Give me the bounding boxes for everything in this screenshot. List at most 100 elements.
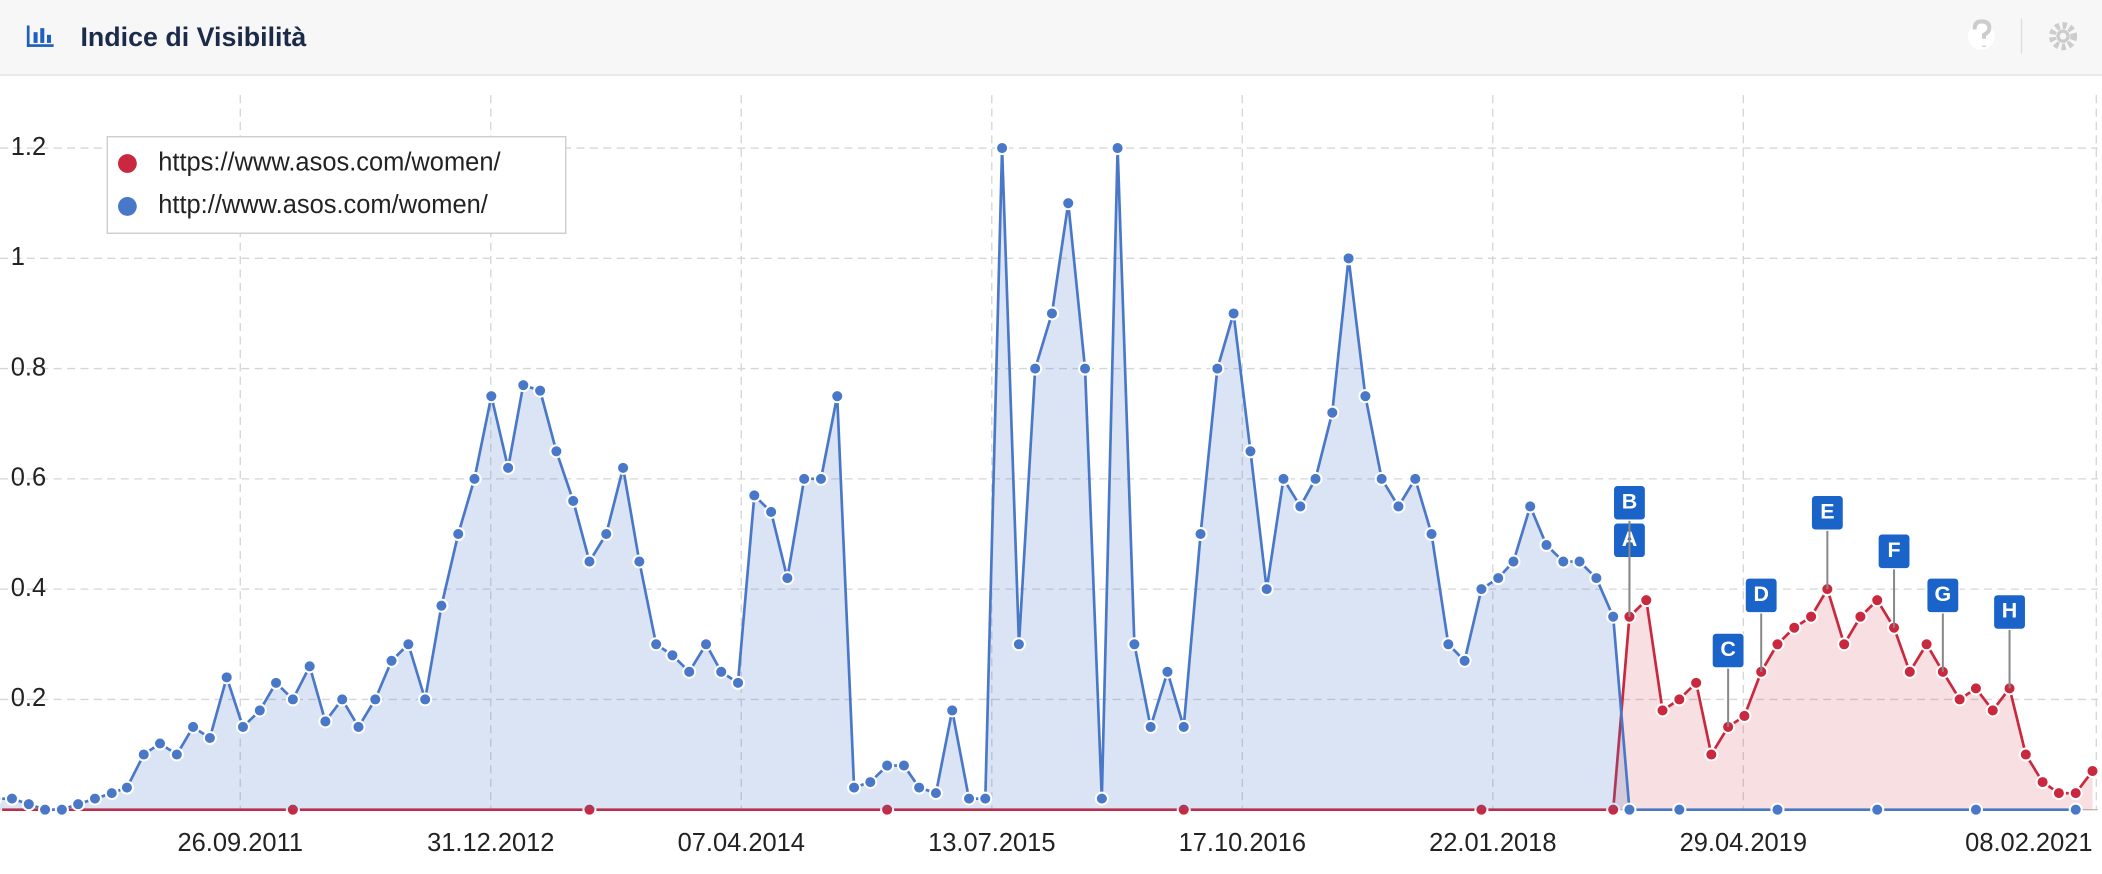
data-point: [1639, 593, 1654, 608]
data-point: [1325, 405, 1340, 420]
x-tick-label: 31.12.2012: [427, 829, 554, 857]
data-point: [1011, 637, 1026, 652]
data-point: [1193, 526, 1208, 542]
data-point: [1770, 637, 1785, 652]
legend: https://www.asos.com/women/http://www.as…: [106, 136, 567, 234]
data-point: [285, 692, 300, 707]
event-label: F: [1887, 538, 1900, 562]
data-point: [880, 802, 895, 817]
settings-icon[interactable]: [2048, 22, 2078, 51]
x-tick-label: 22.01.2018: [1429, 829, 1556, 857]
x-tick-label: 07.04.2014: [678, 829, 805, 857]
data-point: [747, 488, 762, 503]
event-marker[interactable]: C: [1711, 632, 1745, 727]
data-point: [1259, 582, 1274, 597]
data-point: [335, 692, 350, 707]
event-label: C: [1720, 637, 1735, 661]
data-point: [501, 460, 516, 475]
data-point: [649, 637, 664, 652]
data-point: [1655, 703, 1670, 718]
x-tick-label: 13.07.2015: [928, 829, 1055, 857]
y-tick-label: 0.4: [11, 574, 46, 602]
event-marker[interactable]: H: [1992, 593, 2027, 689]
data-point: [549, 444, 564, 459]
data-point: [1968, 681, 1983, 696]
data-point: [1160, 664, 1175, 679]
event-marker[interactable]: E: [1810, 494, 1845, 590]
data-point: [1176, 719, 1191, 734]
data-point: [2035, 775, 2050, 790]
data-point: [928, 786, 943, 801]
data-point: [1919, 637, 1934, 652]
data-point: [1276, 471, 1291, 486]
data-point: [1985, 703, 2000, 718]
data-point: [1243, 444, 1258, 459]
event-marker[interactable]: B: [1612, 484, 1647, 617]
data-point: [978, 791, 993, 806]
event-marker[interactable]: D: [1744, 577, 1778, 672]
data-point: [912, 780, 927, 795]
event-badge: [1612, 484, 1647, 521]
data-point: [1474, 802, 1489, 817]
data-point: [1787, 620, 1802, 635]
help-icon[interactable]: [1967, 19, 1995, 50]
data-point: [632, 554, 647, 569]
chart-icon: [26, 25, 54, 47]
event-label: B: [1622, 489, 1637, 513]
data-point: [1589, 571, 1604, 586]
data-point: [1044, 306, 1060, 321]
data-point: [1408, 471, 1423, 486]
data-point: [1689, 675, 1704, 690]
data-point: [1474, 582, 1489, 597]
event-marker[interactable]: F: [1877, 533, 1911, 628]
data-point: [1491, 571, 1506, 586]
y-tick-label: 0.6: [11, 464, 46, 492]
data-point: [1902, 664, 1917, 679]
data-point: [54, 802, 69, 817]
data-point: [104, 786, 119, 801]
x-tick-label: 26.09.2011: [178, 829, 304, 857]
data-point: [582, 554, 597, 569]
data-point: [38, 802, 53, 817]
data-point: [467, 471, 482, 486]
data-point: [235, 719, 251, 734]
data-point: [1308, 471, 1323, 486]
data-point: [1622, 802, 1637, 817]
data-point: [1539, 537, 1554, 553]
data-point: [880, 758, 895, 773]
event-label: G: [1935, 582, 1952, 606]
data-point: [1737, 708, 1752, 723]
data-point: [269, 675, 284, 690]
event-marker[interactable]: G: [1926, 577, 1960, 672]
data-point: [368, 692, 383, 707]
data-point: [285, 802, 300, 817]
data-point: [1358, 389, 1373, 404]
data-point: [830, 389, 845, 404]
data-point: [418, 692, 433, 707]
data-point: [1293, 499, 1308, 514]
data-point: [152, 736, 168, 751]
data-point: [87, 791, 102, 806]
data-point: [2068, 802, 2083, 817]
data-point: [202, 730, 217, 746]
data-point: [1672, 692, 1687, 707]
event-badge: [1992, 593, 2027, 631]
data-point: [961, 791, 977, 806]
data-point: [1506, 554, 1521, 569]
data-point: [1094, 791, 1109, 806]
data-point: [1061, 196, 1076, 211]
event-label: H: [2002, 599, 2017, 623]
data-point: [599, 526, 614, 542]
x-tick-label: 29.04.2019: [1680, 829, 1807, 857]
data-point: [0, 804, 3, 815]
data-point: [384, 653, 399, 668]
event-badge: [1810, 494, 1845, 531]
data-point: [764, 504, 779, 519]
legend-label: https://www.asos.com/women/: [158, 148, 501, 176]
data-point: [698, 637, 714, 652]
y-tick-label: 0.2: [11, 684, 46, 712]
data-point: [401, 637, 416, 652]
data-point: [1770, 802, 1785, 817]
data-point: [1572, 554, 1587, 569]
